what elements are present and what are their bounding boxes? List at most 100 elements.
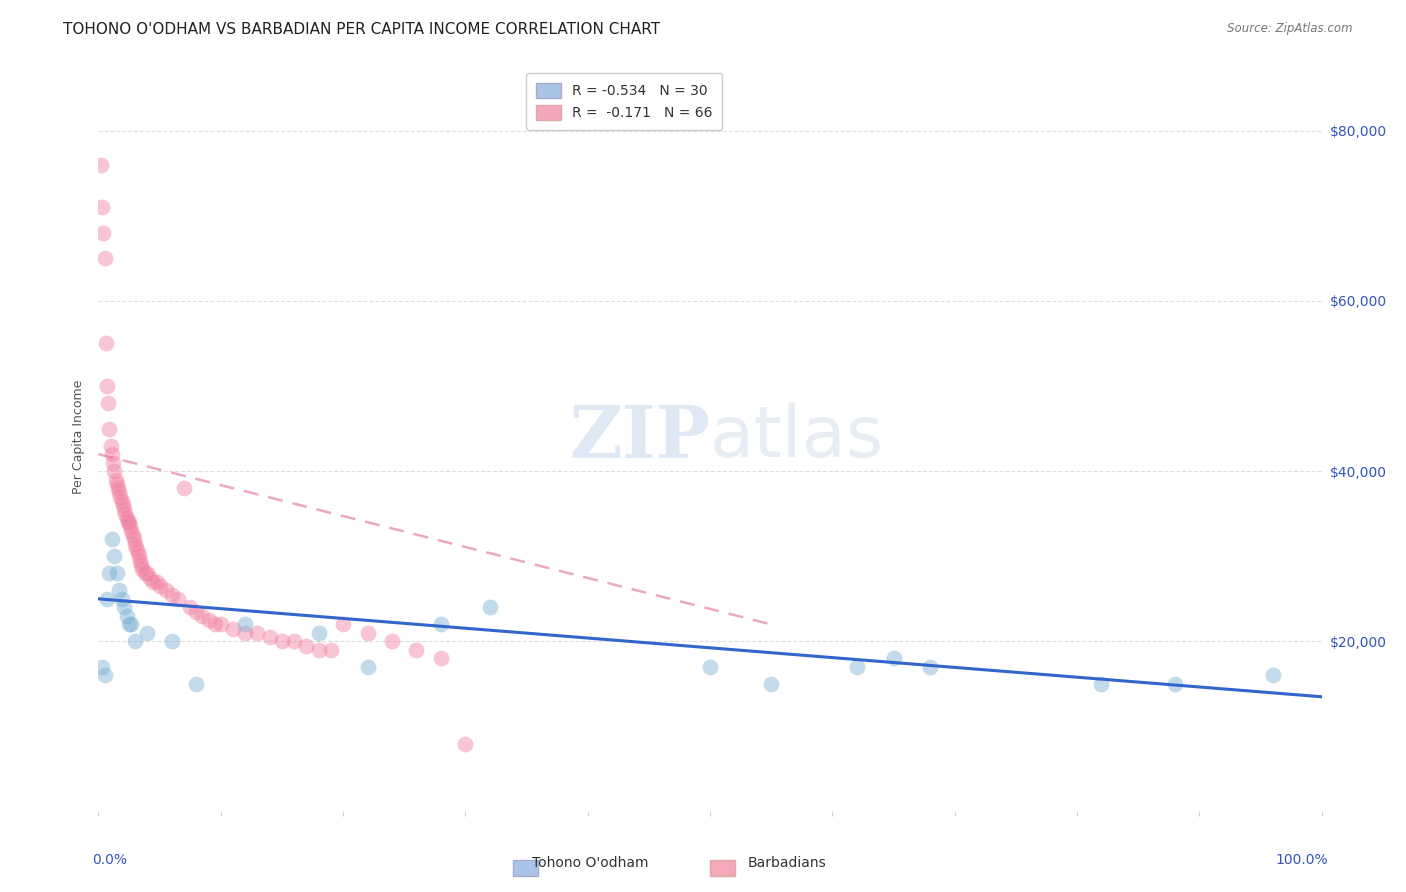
Point	[103, 549, 125, 564]
Point	[115, 608, 138, 623]
Point	[142, 574, 165, 589]
Point	[96, 379, 118, 393]
Point	[134, 566, 156, 581]
Point	[103, 464, 125, 478]
Text: atlas: atlas	[710, 402, 884, 472]
Point	[222, 622, 245, 636]
Point	[454, 737, 477, 751]
Point	[112, 600, 135, 615]
Point	[98, 421, 121, 435]
Point	[160, 588, 183, 602]
Point	[111, 498, 134, 512]
Point	[149, 579, 172, 593]
Point	[101, 533, 124, 547]
Point	[101, 447, 124, 461]
Point	[478, 600, 501, 615]
Point	[356, 660, 378, 674]
Point	[173, 481, 195, 495]
Point	[93, 668, 115, 682]
Point	[111, 591, 134, 606]
Text: Source: ZipAtlas.com: Source: ZipAtlas.com	[1227, 22, 1353, 36]
Point	[259, 630, 281, 644]
Point	[120, 524, 142, 538]
Y-axis label: Per Capita Income: Per Capita Income	[72, 380, 84, 494]
Point	[167, 591, 190, 606]
Point	[111, 494, 134, 508]
Point	[160, 634, 183, 648]
Point	[96, 591, 118, 606]
Text: Tohono O'odham: Tohono O'odham	[533, 855, 648, 870]
Point	[94, 336, 117, 351]
Text: ZIP: ZIP	[569, 401, 710, 473]
Point	[108, 583, 131, 598]
Text: TOHONO O'ODHAM VS BARBADIAN PER CAPITA INCOME CORRELATION CHART: TOHONO O'ODHAM VS BARBADIAN PER CAPITA I…	[63, 22, 661, 37]
Point	[430, 651, 453, 665]
Point	[112, 502, 135, 516]
Text: 0.0%: 0.0%	[93, 853, 128, 867]
Point	[1090, 677, 1112, 691]
Point	[129, 558, 152, 572]
Point	[114, 507, 136, 521]
Point	[1164, 677, 1187, 691]
Point	[1261, 668, 1284, 682]
Point	[920, 660, 942, 674]
Point	[332, 617, 354, 632]
Point	[295, 639, 318, 653]
Point	[93, 252, 115, 266]
Point	[91, 660, 114, 674]
Point	[186, 605, 208, 619]
Point	[186, 677, 208, 691]
Point	[125, 541, 148, 555]
Point	[110, 490, 132, 504]
Point	[204, 617, 226, 632]
Point	[179, 600, 201, 615]
Point	[115, 511, 138, 525]
Point	[120, 519, 142, 533]
Point	[91, 226, 114, 240]
Point	[131, 562, 153, 576]
Point	[101, 456, 124, 470]
Point	[136, 566, 159, 581]
Point	[136, 626, 159, 640]
Point	[118, 515, 141, 529]
Point	[128, 549, 150, 564]
Point	[845, 660, 868, 674]
Point	[104, 473, 127, 487]
Point	[124, 634, 146, 648]
Point	[118, 617, 141, 632]
Point	[319, 643, 342, 657]
Point	[117, 515, 139, 529]
Point	[146, 574, 169, 589]
Point	[233, 626, 256, 640]
Point	[121, 528, 143, 542]
Point	[883, 651, 905, 665]
Point	[100, 439, 122, 453]
Point	[699, 660, 721, 674]
Point	[90, 158, 112, 172]
Point	[105, 477, 128, 491]
Point	[381, 634, 404, 648]
Point	[107, 481, 129, 495]
Point	[191, 608, 214, 623]
Point	[356, 626, 378, 640]
Point	[122, 533, 145, 547]
Point	[139, 571, 162, 585]
Point	[127, 545, 149, 559]
Point	[105, 566, 128, 581]
Point	[246, 626, 269, 640]
Point	[129, 553, 152, 567]
Point	[97, 396, 120, 410]
Legend: R = -0.534   N = 30, R =  -0.171   N = 66: R = -0.534 N = 30, R = -0.171 N = 66	[526, 73, 723, 130]
Point	[120, 617, 142, 632]
Point	[209, 617, 232, 632]
Point	[124, 536, 146, 550]
Point	[98, 566, 121, 581]
Point	[270, 634, 294, 648]
Point	[308, 626, 330, 640]
Point	[405, 643, 427, 657]
Point	[761, 677, 783, 691]
Point	[233, 617, 256, 632]
Point	[283, 634, 305, 648]
Point	[197, 613, 219, 627]
Text: Barbadians: Barbadians	[748, 855, 827, 870]
